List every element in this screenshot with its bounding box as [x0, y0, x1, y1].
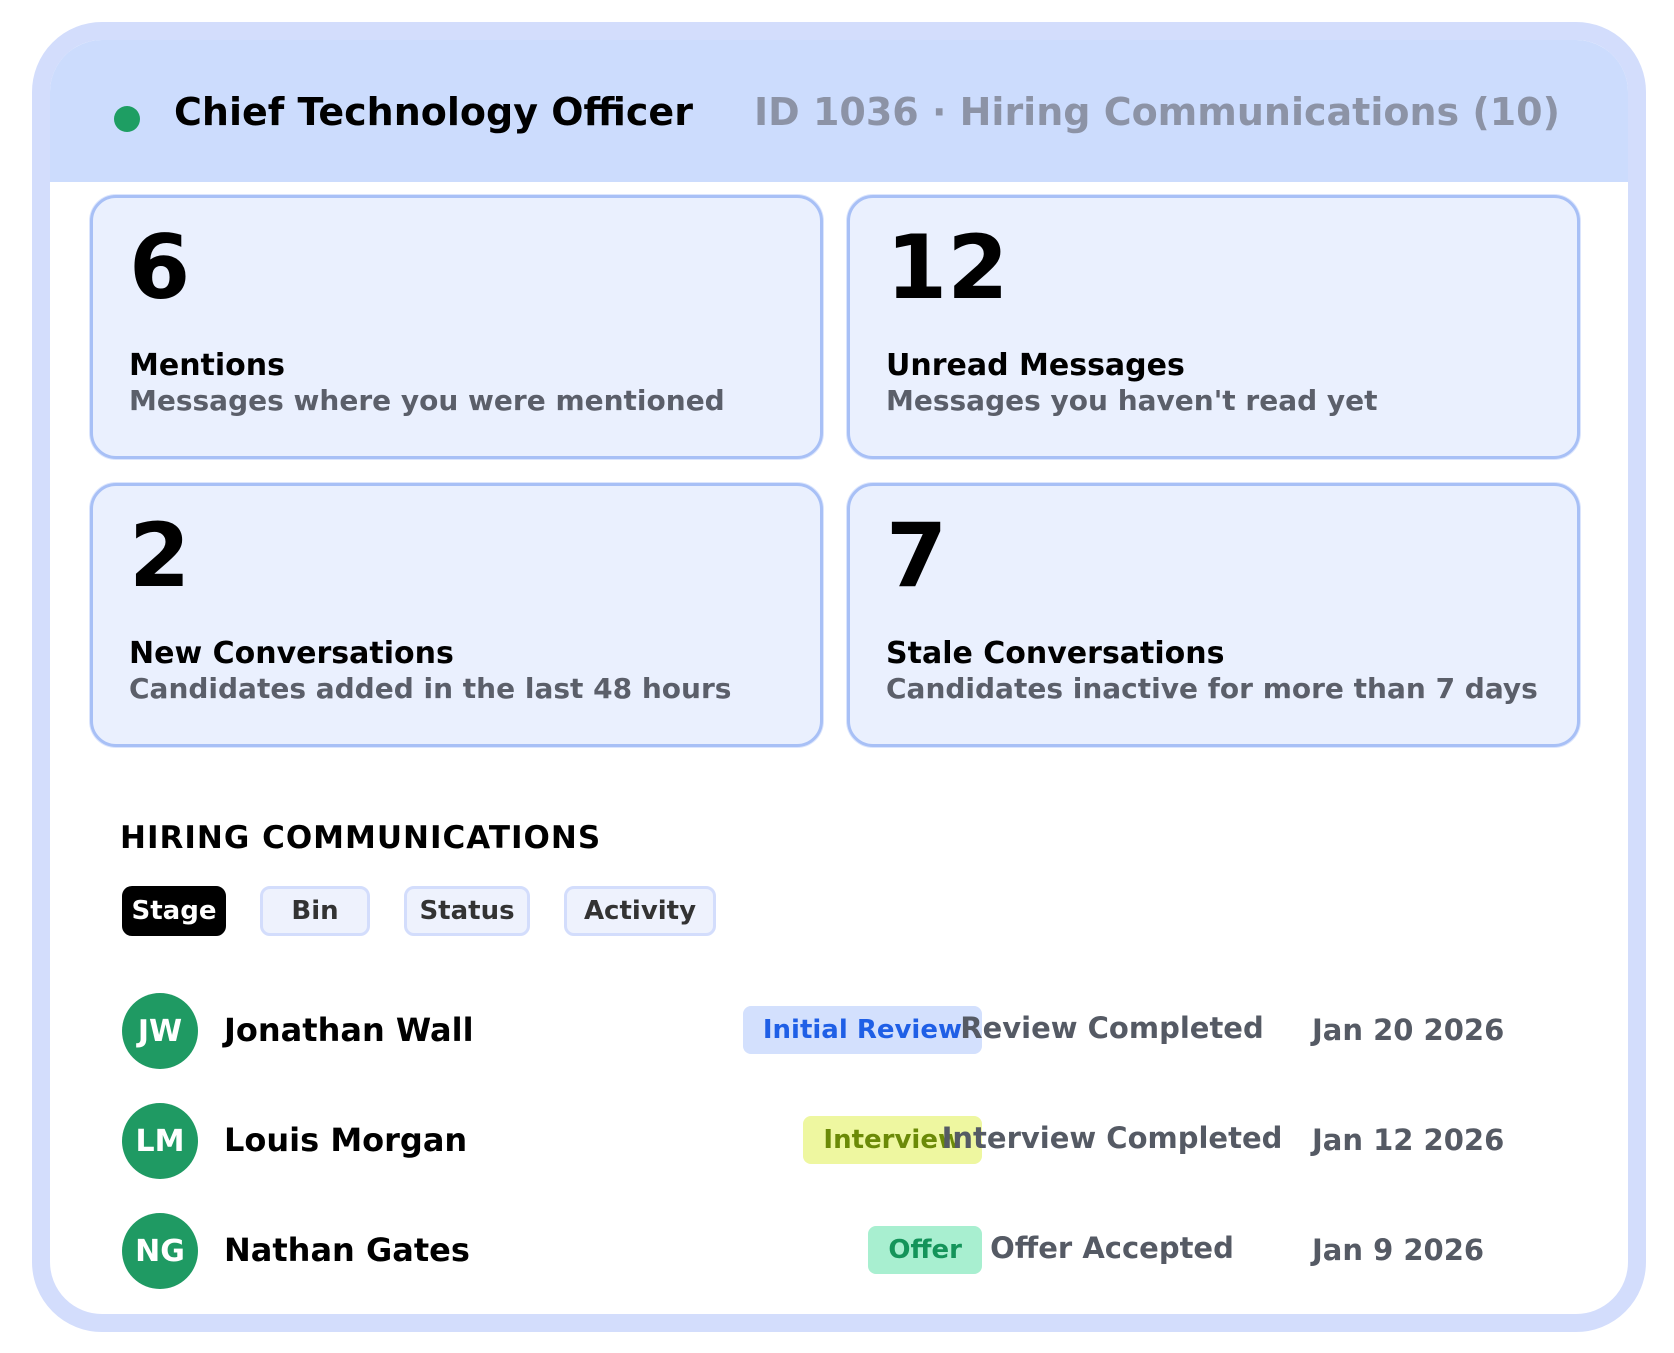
- stat-value: 12: [886, 216, 1009, 319]
- stat-card-stale-conversations[interactable]: 7 Stale Conversations Candidates inactiv…: [847, 483, 1580, 747]
- filter-tab-stage[interactable]: Stage: [122, 886, 226, 936]
- filter-tab-bin[interactable]: Bin: [260, 886, 370, 936]
- section-heading: HIRING COMMUNICATIONS: [120, 820, 602, 856]
- stage-badge: Interview: [803, 1116, 982, 1164]
- stat-description: Messages where you were mentioned: [129, 384, 725, 417]
- stat-title: Unread Messages: [886, 348, 1185, 383]
- candidate-name[interactable]: Louis Morgan: [224, 1121, 468, 1159]
- stat-value: 2: [129, 504, 191, 607]
- candidate-name[interactable]: Nathan Gates: [224, 1231, 470, 1269]
- candidate-name[interactable]: Jonathan Wall: [224, 1011, 474, 1049]
- candidate-row[interactable]: LM Louis Morgan Interview Interview Comp…: [50, 1103, 1628, 1179]
- stat-description: Candidates added in the last 48 hours: [129, 672, 732, 705]
- candidate-status: Offer Accepted: [990, 1231, 1234, 1265]
- stage-badge: Offer: [868, 1226, 982, 1274]
- stat-value: 6: [129, 216, 191, 319]
- hiring-dashboard-panel: Chief Technology Officer ID 1036 · Hirin…: [32, 22, 1646, 1332]
- filter-tab-status[interactable]: Status: [404, 886, 530, 936]
- panel-header: Chief Technology Officer ID 1036 · Hirin…: [50, 40, 1628, 182]
- candidate-row[interactable]: NG Nathan Gates Offer Offer Accepted Jan…: [50, 1213, 1628, 1289]
- stat-card-mentions[interactable]: 6 Mentions Messages where you were menti…: [90, 195, 823, 459]
- stat-value: 7: [886, 504, 948, 607]
- candidate-status: Review Completed: [960, 1011, 1264, 1045]
- stat-description: Candidates inactive for more than 7 days: [886, 672, 1538, 705]
- avatar: LM: [122, 1103, 198, 1179]
- stat-title: New Conversations: [129, 636, 454, 671]
- job-id-meta: ID 1036 · Hiring Communications (10): [754, 90, 1560, 134]
- stat-card-new-conversations[interactable]: 2 New Conversations Candidates added in …: [90, 483, 823, 747]
- candidate-row[interactable]: JW Jonathan Wall Initial Review Review C…: [50, 993, 1628, 1069]
- candidate-date: Jan 20 2026: [1312, 1013, 1505, 1047]
- candidate-status: Interview Completed: [941, 1121, 1283, 1155]
- candidate-date: Jan 12 2026: [1312, 1123, 1505, 1157]
- avatar: NG: [122, 1213, 198, 1289]
- stat-title: Stale Conversations: [886, 636, 1225, 671]
- stat-title: Mentions: [129, 348, 286, 383]
- candidate-date: Jan 9 2026: [1312, 1233, 1485, 1267]
- stage-badge: Initial Review: [742, 1006, 982, 1054]
- stat-description: Messages you haven't read yet: [886, 384, 1378, 417]
- status-dot-icon: [114, 106, 140, 132]
- filter-tab-activity[interactable]: Activity: [564, 886, 716, 936]
- avatar: JW: [122, 993, 198, 1069]
- job-title: Chief Technology Officer: [174, 90, 693, 134]
- stat-card-unread-messages[interactable]: 12 Unread Messages Messages you haven't …: [847, 195, 1580, 459]
